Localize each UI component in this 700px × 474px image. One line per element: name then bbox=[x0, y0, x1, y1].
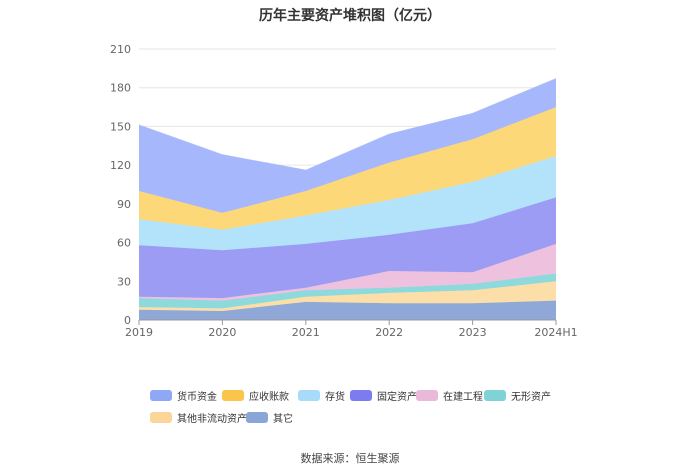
area-其它[interactable] bbox=[139, 300, 556, 320]
legend-label: 其他非流动资产 bbox=[177, 414, 247, 425]
legend-item[interactable]: 在建工程 bbox=[416, 388, 483, 403]
y-tick-label: 120 bbox=[110, 159, 131, 172]
x-tick-label: 2024H1 bbox=[534, 326, 577, 339]
axes: 0 30 60 90 120 150 180 210 2019 2020 2021 2022 2023 2… bbox=[110, 43, 578, 339]
chart-title: 历年主要资产堆积图（亿元） bbox=[259, 8, 441, 24]
y-tick-label: 210 bbox=[110, 43, 131, 56]
legend-item[interactable]: 货币资金 bbox=[150, 388, 217, 403]
legend-swatch bbox=[298, 390, 320, 401]
area-edge bbox=[138, 78, 557, 171]
x-tick-label: 2023 bbox=[459, 326, 487, 339]
area-无形资产[interactable] bbox=[139, 273, 556, 309]
legend-label: 固定资产 bbox=[377, 392, 417, 403]
legend-label: 存货 bbox=[325, 392, 345, 403]
legend-swatch bbox=[246, 412, 268, 423]
legend-label: 其它 bbox=[273, 414, 293, 425]
area-应收账款[interactable] bbox=[139, 107, 556, 230]
area-series bbox=[138, 78, 557, 320]
legend-label: 货币资金 bbox=[177, 392, 217, 403]
legend-swatch bbox=[416, 390, 438, 401]
legend-swatch bbox=[484, 390, 506, 401]
y-tick-label: 30 bbox=[117, 275, 131, 288]
area-存货[interactable] bbox=[139, 156, 556, 251]
area-其他非流动资产[interactable] bbox=[139, 281, 556, 311]
y-tick-label: 0 bbox=[124, 314, 131, 327]
data-source: 数据来源：恒生聚源 bbox=[300, 452, 400, 465]
y-tick-label: 150 bbox=[110, 120, 131, 133]
x-tick-label: 2020 bbox=[208, 326, 236, 339]
legend-item[interactable]: 无形资产 bbox=[484, 388, 551, 403]
legend-item[interactable]: 存货 bbox=[298, 388, 345, 403]
area-固定资产[interactable] bbox=[139, 197, 556, 299]
area-货币资金[interactable] bbox=[139, 78, 556, 213]
legend-item[interactable]: 固定资产 bbox=[350, 388, 417, 403]
y-tick-label: 180 bbox=[110, 82, 131, 95]
legend-swatch bbox=[350, 390, 372, 401]
legend-item[interactable]: 其他非流动资产 bbox=[150, 410, 247, 425]
x-tick-label: 2021 bbox=[292, 326, 320, 339]
legend-label: 应收账款 bbox=[249, 392, 289, 403]
legend-item[interactable]: 其它 bbox=[246, 410, 293, 425]
legend-swatch bbox=[150, 412, 172, 423]
legend-label: 无形资产 bbox=[511, 392, 551, 403]
x-tick-label: 2019 bbox=[125, 326, 153, 339]
legend-swatch bbox=[150, 390, 172, 401]
legend-item[interactable]: 应收账款 bbox=[222, 388, 289, 403]
x-tick-label: 2022 bbox=[375, 326, 403, 339]
legend-swatch bbox=[222, 390, 244, 401]
y-tick-label: 90 bbox=[117, 198, 131, 211]
legend-label: 在建工程 bbox=[443, 392, 483, 403]
y-tick-label: 60 bbox=[117, 237, 131, 250]
